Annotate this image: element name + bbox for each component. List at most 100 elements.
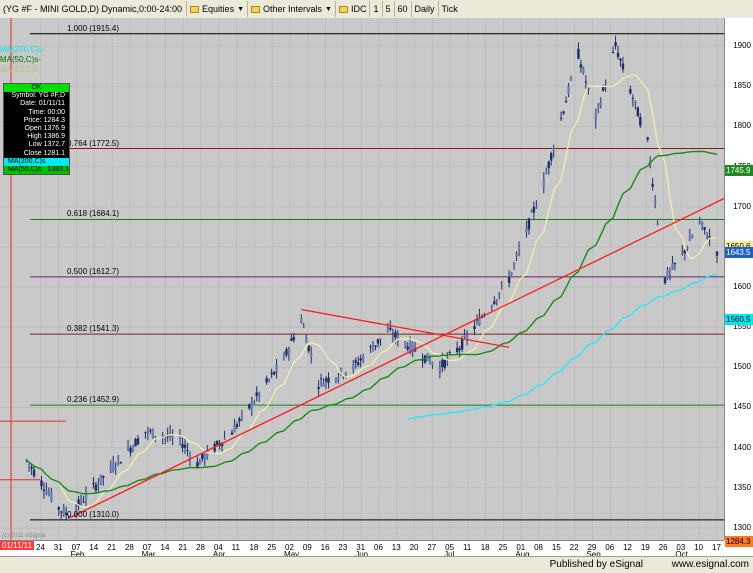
candle-body — [547, 161, 550, 169]
other-intervals-button[interactable]: Other Intervals ▼ — [247, 1, 335, 17]
interval-1-button[interactable]: 1 — [369, 1, 381, 17]
candle-body — [149, 430, 152, 432]
candle-body — [703, 227, 706, 230]
esignal-url[interactable]: www.esignal.com — [671, 559, 749, 570]
date-tick: 08 — [534, 543, 543, 552]
date-tick: 22 — [569, 543, 579, 552]
info-date: Date: 01/11/11 — [20, 100, 65, 108]
fib-label: 0.764 (1772.5) — [67, 138, 120, 148]
price-tick: 1600 — [733, 282, 751, 292]
candle-body — [126, 446, 130, 450]
candle-body — [512, 263, 516, 265]
candle-body — [567, 85, 570, 94]
candle-body — [50, 491, 53, 501]
price-tag: 1643.5 — [725, 247, 753, 259]
month-label: Sep — [586, 550, 601, 559]
study-ma10-label[interactable]: MA(10,C)s- — [0, 65, 41, 74]
candle-body — [215, 440, 219, 445]
date-tick: 14 — [160, 543, 170, 552]
candle-body — [307, 345, 310, 352]
info-header: OK — [4, 84, 69, 93]
candle-body — [621, 63, 625, 70]
info-ma200: MA(200,C)s — [4, 157, 69, 167]
candle-body — [302, 326, 305, 328]
idc-button[interactable]: IDC — [334, 1, 370, 17]
candle-body — [448, 352, 451, 354]
equities-button[interactable]: Equities ▼ — [186, 1, 247, 17]
candle-body — [255, 392, 258, 396]
month-label: Aug — [515, 550, 530, 559]
interval-5-button[interactable]: 5 — [381, 1, 394, 17]
candle-body — [324, 378, 328, 382]
candle-body — [253, 402, 256, 404]
month-label: Jul — [444, 550, 455, 559]
candle-body — [136, 438, 140, 445]
interval-tick-button[interactable]: Tick — [437, 1, 461, 17]
candle-body — [82, 501, 85, 503]
candle-body — [577, 48, 580, 59]
price-tick: 1850 — [733, 81, 751, 91]
price-tick: 1350 — [733, 482, 751, 492]
candle-body — [686, 247, 689, 249]
candle-body — [183, 444, 187, 448]
candle-body — [112, 463, 115, 471]
candle-body — [272, 371, 276, 375]
candle-body — [94, 484, 98, 491]
candle-body — [40, 480, 43, 487]
info-high: High 1386.9 — [27, 133, 65, 141]
candle-body — [181, 443, 184, 448]
price-tag: 1284.3 — [725, 535, 753, 547]
candle-body — [267, 379, 271, 381]
price-axis[interactable]: 1900185018001750170016501600155015001450… — [724, 18, 753, 547]
candle-body — [60, 511, 63, 513]
candle-body — [258, 392, 261, 397]
date-tick: 03 — [676, 543, 686, 552]
watermark-text: (c) 2011 eSignal — [2, 533, 45, 539]
folder-icon — [251, 5, 261, 13]
candle-body — [292, 336, 296, 341]
candle-body — [408, 341, 412, 353]
candle-body — [186, 449, 189, 451]
ma50-line — [26, 150, 718, 495]
candle-body — [396, 334, 399, 342]
candle-body — [47, 492, 51, 495]
candle-body — [495, 299, 498, 301]
candle-body — [62, 507, 65, 515]
candle-body — [527, 218, 531, 230]
candle-body — [688, 236, 691, 241]
study-ma200-label[interactable]: MA(200,C)s- — [0, 45, 46, 54]
candle-body — [406, 346, 409, 350]
candle-body — [201, 453, 204, 459]
study-ma50-label[interactable]: MA(50,C)s- — [0, 55, 41, 64]
candle-body — [235, 424, 239, 428]
date-tick: 02 — [285, 543, 294, 552]
candle-body — [327, 377, 330, 383]
date-tick: 21 — [107, 543, 117, 552]
candle-body — [700, 221, 704, 226]
candle-body — [500, 284, 503, 286]
date-tick: 04 — [213, 543, 223, 552]
candle-body — [535, 206, 538, 208]
price-tag: 1560.5 — [725, 313, 753, 325]
candle-body — [646, 137, 649, 140]
date-tick: 23 — [338, 543, 348, 552]
candle-body — [144, 431, 147, 433]
date-tick: 07 — [142, 543, 152, 552]
chart-plot-area[interactable]: (c) 2011 eSignal MA(200,C)s- MA(50,C)s- … — [0, 18, 724, 540]
candle-body — [317, 387, 320, 389]
date-tick: 15 — [551, 543, 561, 552]
date-axis[interactable]: 01/11/11 24 31 07 14 21 28 07 14 21 28 04 11 18 25 02 09… — [0, 540, 724, 559]
folder-icon — [338, 5, 348, 13]
month-label: Oct — [675, 550, 688, 559]
candle-body — [25, 459, 28, 461]
interval-daily-button[interactable]: Daily — [410, 1, 438, 17]
candle-body — [275, 364, 278, 372]
candle-body — [223, 437, 226, 439]
interval-60-button[interactable]: 60 — [393, 1, 411, 17]
candle-body — [651, 183, 654, 187]
date-tick: 05 — [445, 543, 455, 552]
candle-body — [146, 429, 150, 433]
candle-body — [636, 107, 640, 117]
date-cursor-tag: 01/11/11 — [0, 541, 34, 550]
candle-body — [352, 363, 355, 370]
